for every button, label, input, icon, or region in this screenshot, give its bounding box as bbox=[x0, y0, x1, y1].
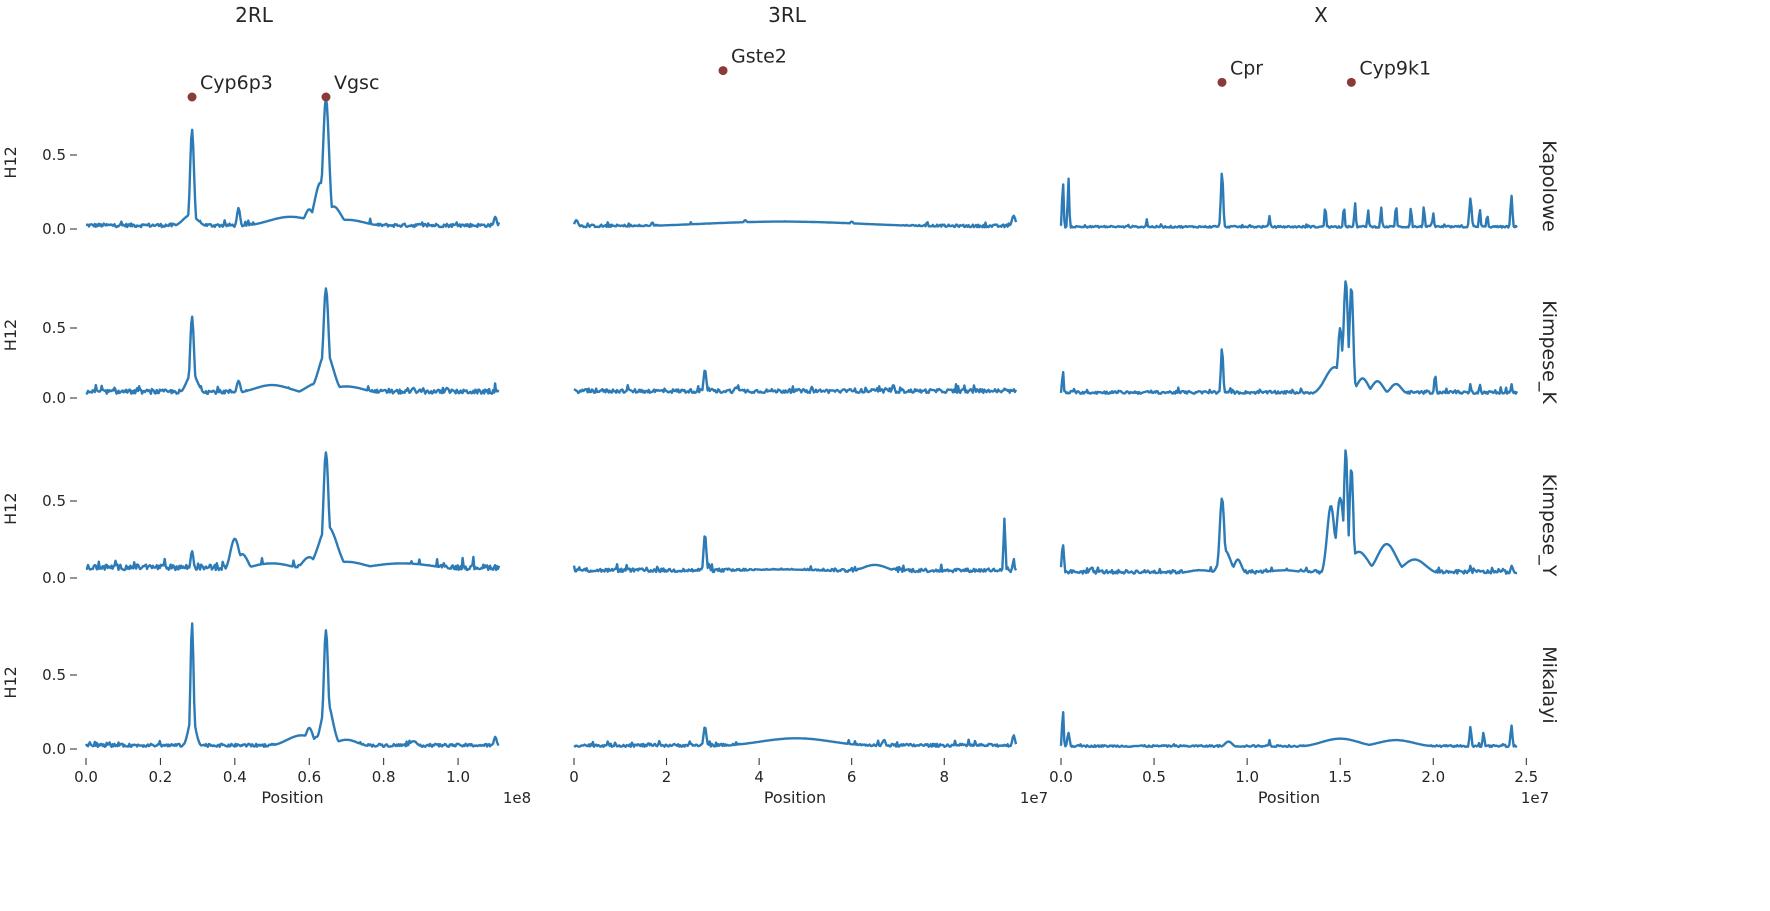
gene-marker-cpr bbox=[1217, 77, 1227, 87]
x-tick-label: 0.0 bbox=[1049, 768, 1073, 786]
series-line-mikalayi-x bbox=[1059, 711, 1518, 749]
y-tick-label: 0.5 bbox=[42, 319, 66, 337]
column-title-x: X bbox=[1314, 3, 1328, 27]
x-tick-label: 0 bbox=[569, 768, 579, 786]
x-tick-label: 0.0 bbox=[74, 768, 98, 786]
x-tick-label: 1.5 bbox=[1328, 768, 1352, 786]
x-tick-label: 8 bbox=[939, 768, 949, 786]
y-tick-label: 0.0 bbox=[42, 220, 66, 238]
series-line-mikalayi-3rl bbox=[573, 726, 1018, 748]
series-line-kimpese-y-x bbox=[1059, 449, 1518, 575]
series-line-kimpese-y-2rl bbox=[85, 451, 501, 572]
series-line-kimpese-k-3rl bbox=[573, 369, 1018, 395]
y-tick-label: 0.0 bbox=[42, 740, 66, 758]
y-tick-label: 0.5 bbox=[42, 492, 66, 510]
x-tick-label: 4 bbox=[754, 768, 764, 786]
row-label-kapolowe: Kapolowe bbox=[1538, 140, 1560, 232]
gene-label-cyp9k1: Cyp9k1 bbox=[1359, 57, 1431, 79]
gene-label-cpr: Cpr bbox=[1230, 57, 1263, 79]
column-titles: 2RL 3RL X bbox=[235, 3, 1328, 27]
series-line-kapolowe-x bbox=[1059, 172, 1518, 229]
x-tick-label: 2.0 bbox=[1421, 768, 1445, 786]
y-axis-label-kimpese-k: H12 bbox=[1, 319, 20, 351]
x-tick-label: 2 bbox=[662, 768, 672, 786]
series-lines bbox=[84, 97, 1519, 749]
gene-label-cyp6p3: Cyp6p3 bbox=[200, 72, 273, 94]
gene-marker-cyp6p3 bbox=[187, 92, 197, 102]
y-tick-label: 0.5 bbox=[42, 146, 66, 164]
x-offset-label-x: 1e7 bbox=[1521, 789, 1549, 807]
x-axes: 0.0 0.2 0.4 0.6 0.8 1.0 Position 1e8 0 2 4 6 8 Positi… bbox=[74, 758, 1549, 807]
x-axis-label-3rl: Position bbox=[764, 788, 826, 807]
series-line-kimpese-k-x bbox=[1059, 280, 1519, 395]
column-title-2rl: 2RL bbox=[235, 3, 274, 27]
x-axis-label-2rl: Position bbox=[261, 788, 323, 807]
gene-annotations: Cyp6p3 Vgsc Gste2 Cpr Cyp9k1 bbox=[187, 46, 1431, 102]
y-axis-label-kimpese-y: H12 bbox=[1, 493, 20, 525]
x-tick-label: 0.4 bbox=[223, 768, 247, 786]
gene-label-vgsc: Vgsc bbox=[334, 72, 379, 94]
x-tick-label: 6 bbox=[847, 768, 857, 786]
series-line-kimpese-k-2rl bbox=[85, 287, 500, 395]
series-line-kapolowe-2rl bbox=[85, 97, 501, 229]
gene-marker-gste2 bbox=[718, 66, 728, 76]
series-line-kimpese-y-3rl bbox=[572, 517, 1018, 574]
row-label-kimpese-k: Kimpese_K bbox=[1538, 300, 1560, 404]
y-axis-label-kapolowe: H12 bbox=[1, 146, 20, 178]
y-tick-label: 0.0 bbox=[42, 389, 66, 407]
x-tick-label: 0.2 bbox=[148, 768, 172, 786]
series-line-mikalayi-2rl bbox=[84, 622, 500, 748]
x-axis-label-x: Position bbox=[1258, 788, 1320, 807]
gene-label-gste2: Gste2 bbox=[731, 46, 787, 68]
row-label-mikalayi: Mikalayi bbox=[1538, 646, 1560, 723]
x-tick-label: 1.0 bbox=[1235, 768, 1259, 786]
x-tick-label: 2.5 bbox=[1514, 768, 1538, 786]
x-tick-label: 0.5 bbox=[1142, 768, 1166, 786]
row-label-kimpese-y: Kimpese_Y bbox=[1538, 474, 1560, 577]
series-line-kapolowe-3rl bbox=[572, 214, 1018, 229]
gene-marker-vgsc bbox=[321, 92, 331, 102]
y-axes: H12 0.0 0.5 H12 0.0 0.5 H12 0.0 0.5 H12 0.0 0.5 bbox=[1, 146, 77, 758]
x-tick-label: 0.8 bbox=[372, 768, 396, 786]
x-tick-label: 0.6 bbox=[297, 768, 321, 786]
y-tick-label: 0.5 bbox=[42, 666, 66, 684]
x-offset-label-3rl: 1e7 bbox=[1020, 789, 1048, 807]
y-tick-label: 0.0 bbox=[42, 569, 66, 587]
column-title-3rl: 3RL bbox=[768, 3, 807, 27]
x-tick-label: 1.0 bbox=[446, 768, 470, 786]
y-axis-label-mikalayi: H12 bbox=[1, 666, 20, 698]
row-labels: Kapolowe Kimpese_K Kimpese_Y Mikalayi bbox=[1538, 140, 1560, 724]
gene-marker-cyp9k1 bbox=[1346, 77, 1356, 87]
x-offset-label-2rl: 1e8 bbox=[503, 789, 531, 807]
